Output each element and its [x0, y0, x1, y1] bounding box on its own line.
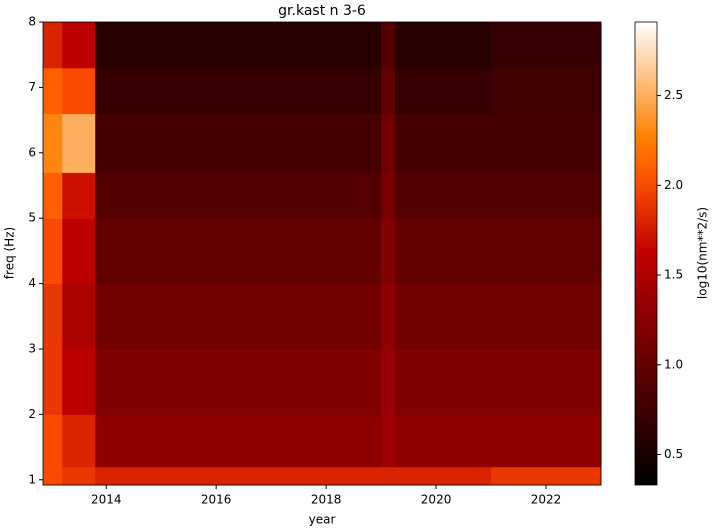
heatmap-cell	[491, 348, 602, 415]
heatmap-cell	[381, 466, 396, 486]
heatmap-cell	[271, 348, 382, 415]
heatmap-cell	[43, 414, 63, 468]
heatmap-cell	[271, 283, 382, 350]
heatmap-cell	[161, 172, 272, 219]
heatmap-cell	[43, 172, 63, 219]
plot-frame	[42, 21, 602, 486]
heatmap-cell	[161, 348, 272, 415]
heatmap-cell	[394, 466, 492, 486]
heatmap-cell	[394, 22, 492, 69]
y-tick-label: 3	[28, 341, 36, 355]
heatmap-cell	[161, 466, 272, 486]
y-tick-label: 1	[28, 472, 36, 486]
heatmap-cell	[62, 22, 96, 69]
heatmap-cell	[491, 218, 602, 285]
heatmap-cell	[161, 67, 272, 115]
heatmap-cell	[43, 466, 63, 486]
x-axis-label: year	[309, 513, 336, 527]
heatmap-cell	[43, 218, 63, 285]
heatmap-cell	[62, 67, 96, 115]
heatmap-cell	[95, 218, 162, 285]
heatmap-cell	[491, 67, 602, 115]
heatmap-cell	[381, 414, 396, 468]
y-axis-label: freq (Hz)	[3, 227, 17, 279]
heatmap-cell	[43, 113, 63, 173]
heatmap-cell	[271, 414, 382, 468]
heatmap-cell	[394, 67, 492, 115]
heatmap-cell	[491, 466, 602, 486]
y-tick-label: 5	[28, 211, 36, 225]
heatmap-cell	[95, 414, 162, 468]
heatmap-cell	[161, 283, 272, 350]
heatmap-cell	[381, 22, 396, 69]
heatmap-cell	[62, 466, 96, 486]
heatmap-cell	[394, 414, 492, 468]
colorbar-tick-label: 2.0	[664, 178, 683, 192]
heatmap-cell	[95, 67, 162, 115]
heatmap-cell	[95, 283, 162, 350]
y-tick-label: 2	[28, 407, 36, 421]
colorbar-tick-label: 1.5	[664, 268, 683, 282]
heatmap-cell	[381, 218, 396, 285]
heatmap-cell	[491, 414, 602, 468]
heatmap-cell	[381, 172, 396, 219]
x-tick-label: 2014	[91, 493, 122, 507]
heatmap-cell	[271, 218, 382, 285]
x-tick-label: 2022	[531, 493, 562, 507]
heatmap-cell	[161, 414, 272, 468]
y-tick-label: 4	[28, 276, 36, 290]
x-tick-label: 2018	[311, 493, 342, 507]
colorbar-label: log10(nm**2/s)	[696, 207, 710, 299]
y-tick-label: 8	[28, 15, 36, 29]
heatmap-cell	[95, 348, 162, 415]
heatmap-cell	[62, 172, 96, 219]
x-tick-label: 2016	[201, 493, 232, 507]
heatmap-cell	[381, 348, 396, 415]
heatmap-cell	[271, 466, 382, 486]
heatmap-cell	[161, 22, 272, 69]
heatmap-cell	[394, 283, 492, 350]
heatmap-cell	[491, 172, 602, 219]
x-tick-label: 2020	[421, 493, 452, 507]
heatmap-cell	[62, 113, 96, 173]
heatmap-cell	[491, 283, 602, 350]
heatmap-cell	[95, 113, 162, 173]
heatmap-cell	[161, 218, 272, 285]
heatmap-cell	[95, 22, 162, 69]
heatmap-cell	[43, 22, 63, 69]
heatmap-cell	[43, 348, 63, 415]
heatmap-cell	[381, 283, 396, 350]
heatmap-cell	[271, 113, 382, 173]
heatmap-cell	[381, 67, 396, 115]
colorbar	[634, 21, 658, 486]
heatmap-cell	[271, 172, 382, 219]
heatmap-cell	[491, 113, 602, 173]
heatmap-cell	[161, 113, 272, 173]
heatmap-cell	[491, 22, 602, 69]
heatmap-cell	[394, 218, 492, 285]
heatmap-cell	[62, 414, 96, 468]
colorbar-tick-label: 0.5	[664, 447, 683, 461]
y-tick-label: 7	[28, 80, 36, 94]
heatmap-cell	[43, 283, 63, 350]
heatmap-cell	[394, 113, 492, 173]
heatmap-cell	[62, 348, 96, 415]
heatmap-cell	[43, 67, 63, 115]
heatmap-cell	[394, 172, 492, 219]
heatmap-cell	[62, 283, 96, 350]
colorbar-tick-label: 2.5	[664, 88, 683, 102]
heatmap-cell	[271, 22, 382, 69]
colorbar-tick-label: 1.0	[664, 357, 683, 371]
heatmap-cell	[381, 113, 396, 173]
heatmap-cell	[95, 466, 162, 486]
heatmap-cell	[95, 172, 162, 219]
chart-title: gr.kast n 3-6	[278, 3, 366, 19]
heatmap-cell	[394, 348, 492, 415]
heatmap-cell	[271, 67, 382, 115]
y-tick-label: 6	[28, 145, 36, 159]
heatmap-cell	[62, 218, 96, 285]
